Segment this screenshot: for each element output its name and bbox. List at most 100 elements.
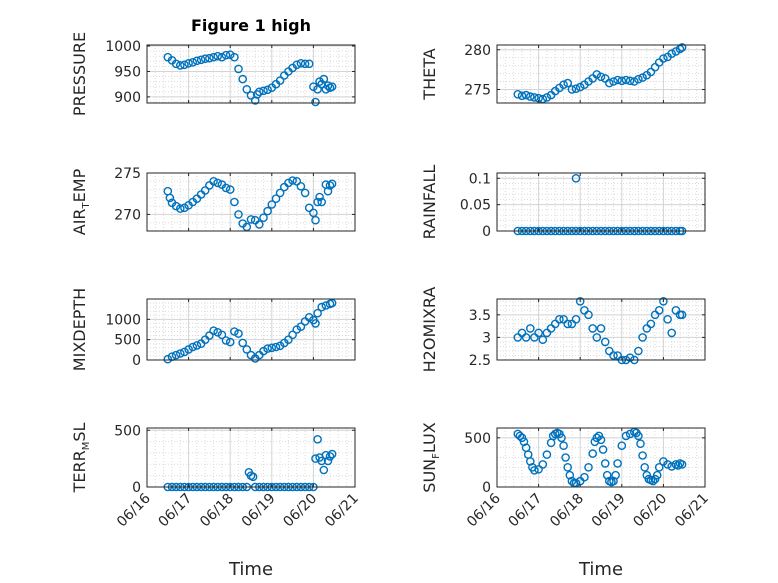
data-point [230,197,239,207]
data-point [323,81,333,90]
data-point [517,91,527,101]
data-point [654,462,664,472]
data-point [598,445,608,454]
data-point [646,67,656,77]
data-point [325,181,335,190]
data-point [559,441,568,451]
data-point [275,76,285,85]
data-point [530,465,539,475]
data-point [667,462,677,471]
data-point [259,86,268,96]
data-point [659,54,668,63]
data-point [225,50,235,60]
data-point [300,59,310,69]
data-point [192,341,202,350]
data-point [221,183,231,193]
data-point [588,324,598,333]
data-point [596,324,606,333]
data-point [638,73,647,82]
data-point [550,319,560,329]
y-tick-label: 900 [114,90,141,106]
axes-box [146,298,356,361]
data-point [563,319,573,329]
data-point [557,433,566,443]
plot-area [147,173,355,231]
data-point [254,87,264,97]
subplot-air-temp: 270 275 AIRTEMP [70,166,356,235]
plot-area [147,45,355,103]
x-tick-label: 06/18 [547,491,587,531]
data-point [563,78,573,88]
subplot-terr-msl: 0 500 06/16 06/17 06/18 06/19 06/20 06/21 Time TE… [70,423,362,581]
data-point [617,441,627,451]
data-point [175,204,185,213]
axes-box [496,44,706,104]
data-point [259,213,268,222]
axes-box [496,172,706,232]
data-point [209,326,218,336]
y-tick-label: 3.5 [469,308,491,324]
data-point [325,452,335,461]
y-tick-label: 3 [482,330,491,346]
data-point [677,43,687,52]
data-point [592,70,602,79]
data-point [238,338,247,348]
data-point [221,336,231,345]
x-tick-label: 06/21 [672,491,712,531]
data-point [596,435,606,445]
data-point [188,342,198,352]
data-point [654,305,664,315]
data-point [315,192,324,202]
data-point [538,335,548,345]
x-tick-label: 06/18 [197,491,237,531]
data-point [625,76,635,86]
data-point [596,72,606,82]
subplot-theta: 275 280 THETA [420,43,706,104]
data-point [205,331,214,340]
x-tick-label: 06/20 [630,491,670,531]
data-point [515,431,525,441]
data-point [517,433,527,443]
data-point [526,92,535,101]
data-point [230,52,239,62]
data-point [609,77,618,86]
y-tick-label: 275 [464,82,491,98]
data-point [192,56,202,66]
data-point [311,97,320,107]
data-point [521,90,531,100]
data-point [600,337,610,347]
data-point [530,93,539,102]
data-point [234,210,243,219]
data-point [630,77,639,86]
y-tick-label: 500 [114,333,141,349]
data-point [613,75,622,85]
axes-box [146,44,356,104]
data-point [175,61,185,70]
data-point [646,319,656,329]
data-point [323,456,333,466]
data-point [200,54,210,64]
data-point [317,456,327,466]
data-point [673,461,683,470]
y-tick-label: 0 [482,480,491,496]
y-tick-label: 1000 [105,39,141,55]
data-point [175,349,185,358]
subplot-mixdepth: 0 500 1000 MIXDEPTH [70,288,356,371]
data-point [534,328,543,338]
data-point [542,450,552,459]
x-axis-label: Time [228,559,273,580]
data-point [234,329,243,338]
data-point [584,462,593,472]
data-point [584,310,593,320]
y-tick-label: 500 [114,423,141,439]
data-point [230,327,239,336]
data-point [184,345,193,354]
data-point [575,296,585,306]
data-point [288,330,297,340]
axes-box [496,427,706,488]
data-point [605,78,614,88]
y-tick-label: 500 [464,431,491,447]
data-point [209,52,218,62]
